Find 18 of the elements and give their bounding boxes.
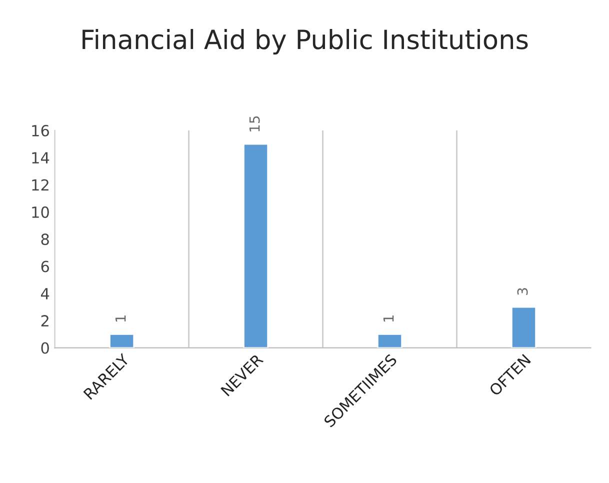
data-label: 15 (249, 116, 260, 132)
y-tick-label: 4 (40, 288, 50, 300)
data-label: 1 (383, 316, 394, 322)
y-tick-label: 6 (41, 260, 49, 272)
y-tick-label: 12 (32, 179, 48, 191)
y-tick-label: 16 (32, 124, 49, 136)
y-tick-label: 10 (32, 206, 49, 218)
chart-title: Financial Aid by Public Institutions (82, 28, 528, 55)
y-tick-label: 2 (41, 315, 48, 326)
bar (510, 306, 536, 348)
y-tick-label: 0 (41, 342, 49, 354)
y-tick-label: 14 (32, 152, 50, 164)
bar (243, 143, 269, 348)
data-label: 3 (517, 288, 528, 295)
y-tick-label: 8 (41, 234, 49, 246)
bar (377, 333, 403, 348)
data-label: 1 (116, 316, 126, 322)
bar (109, 333, 135, 348)
